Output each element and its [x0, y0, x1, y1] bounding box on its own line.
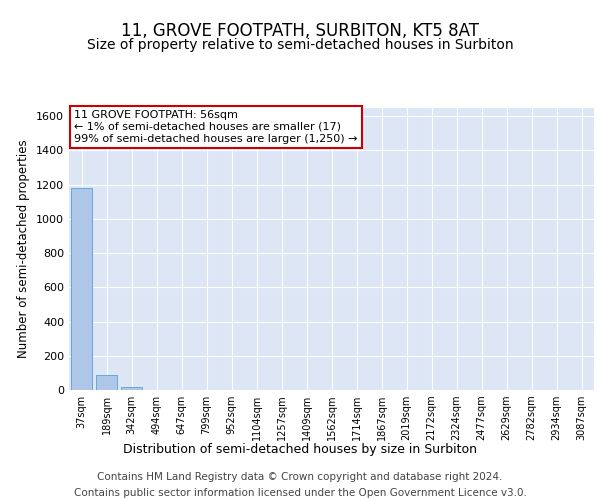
Y-axis label: Number of semi-detached properties: Number of semi-detached properties [17, 140, 31, 358]
Bar [96, 374, 117, 390]
Text: Size of property relative to semi-detached houses in Surbiton: Size of property relative to semi-detach… [86, 38, 514, 52]
Text: Distribution of semi-detached houses by size in Surbiton: Distribution of semi-detached houses by … [123, 442, 477, 456]
Text: 11 GROVE FOOTPATH: 56sqm
← 1% of semi-detached houses are smaller (17)
99% of se: 11 GROVE FOOTPATH: 56sqm ← 1% of semi-de… [74, 110, 358, 144]
Text: Contains HM Land Registry data © Crown copyright and database right 2024.: Contains HM Land Registry data © Crown c… [97, 472, 503, 482]
Bar [121, 386, 142, 390]
Bar [71, 188, 92, 390]
Text: Contains public sector information licensed under the Open Government Licence v3: Contains public sector information licen… [74, 488, 526, 498]
Text: 11, GROVE FOOTPATH, SURBITON, KT5 8AT: 11, GROVE FOOTPATH, SURBITON, KT5 8AT [121, 22, 479, 40]
